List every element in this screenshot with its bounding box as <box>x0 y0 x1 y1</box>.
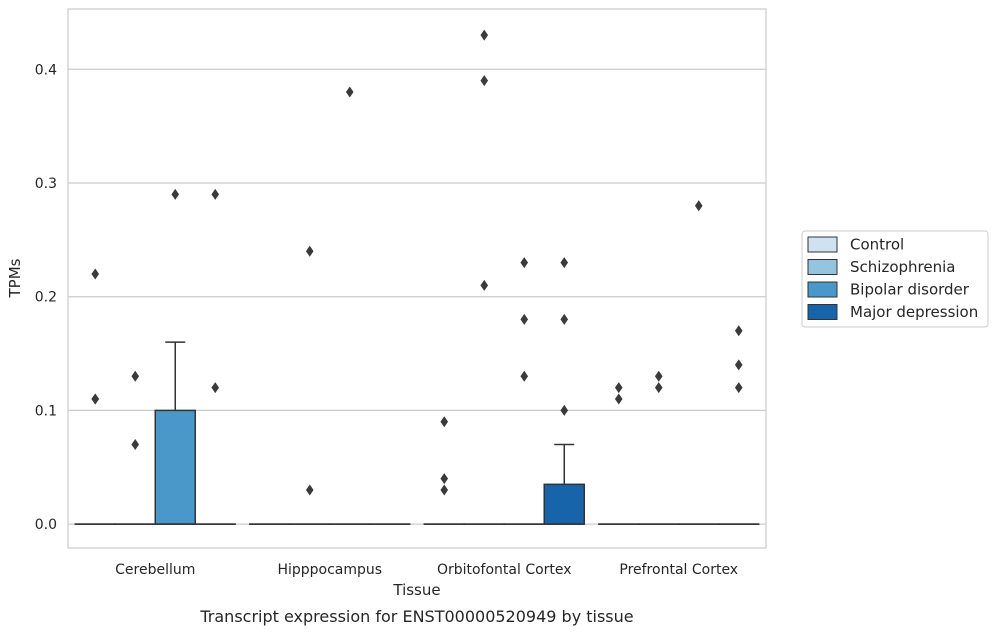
y-tick-label: 0.1 <box>35 403 57 419</box>
outlier-point <box>480 29 489 41</box>
box-group <box>154 341 196 525</box>
outlier-point <box>654 370 663 382</box>
legend: Control Schizophrenia Bipolar disorder Majo… <box>801 230 989 328</box>
legend-label: Bipolar disorder <box>850 281 970 299</box>
outlier-point <box>694 200 703 212</box>
outlier-point <box>211 382 220 394</box>
outlier-point <box>734 359 743 371</box>
legend-swatch <box>807 236 838 253</box>
plot-frame <box>67 8 767 549</box>
chart-caption: Transcript expression for ENST0000052094… <box>199 607 633 626</box>
y-tick-labels: 0.0 0.1 0.2 0.3 0.4 <box>35 62 57 533</box>
outlier-point <box>520 370 529 382</box>
outlier-point <box>440 484 449 496</box>
x-tick-label: Hipppocampus <box>277 562 382 578</box>
outlier-point <box>171 188 180 200</box>
x-tick-label: Prefrontal Cortex <box>619 562 738 578</box>
y-tick-label: 0.2 <box>35 290 57 306</box>
box <box>154 409 196 525</box>
legend-frame <box>801 230 989 328</box>
box-group <box>543 443 585 525</box>
legend-label: Control <box>850 236 904 254</box>
x-tick-label: Orbitofontal Cortex <box>437 562 572 578</box>
outlier-point <box>131 439 140 451</box>
outlier-point <box>520 257 529 269</box>
y-tick-label: 0.4 <box>35 62 57 78</box>
outlier-layer <box>91 29 743 496</box>
outlier-point <box>345 86 354 98</box>
outlier-point <box>560 257 569 269</box>
outlier-point <box>614 382 623 394</box>
box-layer <box>74 341 760 525</box>
outlier-point <box>560 404 569 416</box>
y-axis-label: TPMs <box>6 258 24 298</box>
outlier-point <box>480 75 489 87</box>
outlier-point <box>734 382 743 394</box>
outlier-point <box>734 325 743 337</box>
legend-label: Schizophrenia <box>850 258 955 276</box>
legend-label: Major depression <box>850 303 978 321</box>
outlier-point <box>520 313 529 325</box>
outlier-point <box>480 279 489 291</box>
outlier-point <box>440 473 449 485</box>
x-tick-labels: Cerebellum Hipppocampus Orbitofontal Corte… <box>115 562 738 578</box>
y-tick-label: 0.0 <box>35 517 57 533</box>
outlier-point <box>131 370 140 382</box>
outlier-point <box>305 245 314 257</box>
y-tick-label: 0.3 <box>35 176 57 192</box>
outlier-point <box>614 393 623 405</box>
x-tick-label: Cerebellum <box>115 562 195 578</box>
legend-swatch <box>807 259 838 275</box>
legend-swatch <box>807 281 838 298</box>
box <box>543 483 585 525</box>
outlier-point <box>654 382 663 394</box>
outlier-point <box>305 484 314 496</box>
x-axis-label: Tissue <box>392 581 440 599</box>
legend-swatch <box>807 304 838 320</box>
outlier-point <box>211 188 220 200</box>
outlier-point <box>91 268 100 280</box>
outlier-point <box>440 416 449 428</box>
outlier-point <box>560 313 569 325</box>
outlier-point <box>91 393 100 405</box>
